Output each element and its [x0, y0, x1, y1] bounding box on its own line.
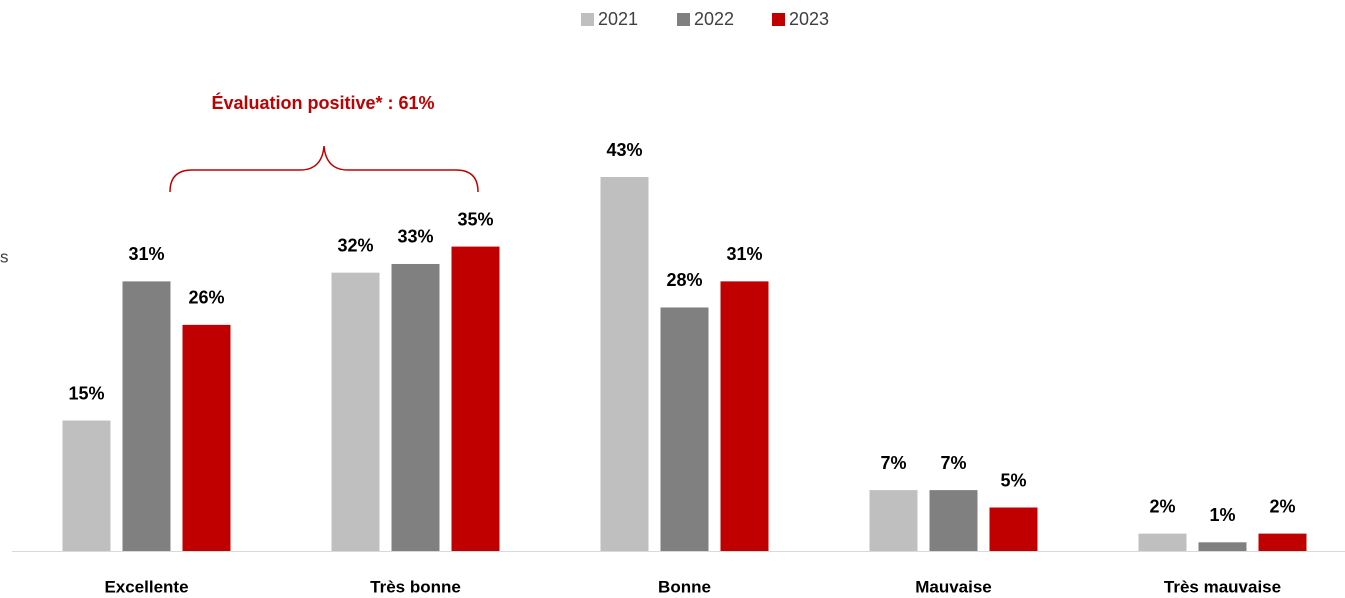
value-label: 33%	[397, 227, 433, 247]
brace	[169, 145, 479, 193]
value-label: 7%	[940, 453, 966, 473]
bar	[182, 324, 231, 551]
value-label: 7%	[880, 453, 906, 473]
value-label: 26%	[188, 288, 224, 308]
bar	[929, 490, 978, 551]
value-label: 31%	[726, 244, 762, 264]
bar	[600, 177, 649, 551]
legend-label: 2023	[789, 9, 829, 29]
bar	[660, 307, 709, 551]
value-label: 1%	[1209, 505, 1235, 525]
x-tick-label: Très mauvaise	[1164, 577, 1281, 596]
legend-label: 2021	[598, 9, 638, 29]
bar	[122, 281, 171, 551]
x-tick-label: Mauvaise	[915, 577, 992, 596]
value-label: 32%	[337, 235, 373, 255]
bar	[720, 281, 769, 551]
value-label: 35%	[457, 209, 493, 229]
value-label: 28%	[666, 270, 702, 290]
value-label: 2%	[1269, 496, 1295, 516]
x-tick-label: Très bonne	[370, 577, 461, 596]
legend-label: 2022	[694, 9, 734, 29]
edge-text: s	[0, 247, 9, 266]
value-label: 43%	[606, 140, 642, 160]
bar	[451, 246, 500, 551]
bar	[391, 263, 440, 551]
value-label: 2%	[1149, 496, 1175, 516]
bar	[62, 420, 111, 551]
legend-swatch	[581, 13, 594, 26]
bar	[1138, 533, 1187, 551]
bar	[1198, 542, 1247, 551]
annotation: Évaluation positive* : 61%	[211, 92, 434, 113]
legend-swatch	[677, 13, 690, 26]
value-label: 31%	[128, 244, 164, 264]
legend-swatch	[772, 13, 785, 26]
value-label: 5%	[1000, 470, 1026, 490]
bar	[1258, 533, 1307, 551]
value-label: 15%	[68, 383, 104, 403]
bar	[331, 272, 380, 551]
x-tick-label: Bonne	[658, 577, 711, 596]
bar	[869, 490, 918, 551]
x-tick-label: Excellente	[104, 577, 188, 596]
bar	[989, 507, 1038, 551]
